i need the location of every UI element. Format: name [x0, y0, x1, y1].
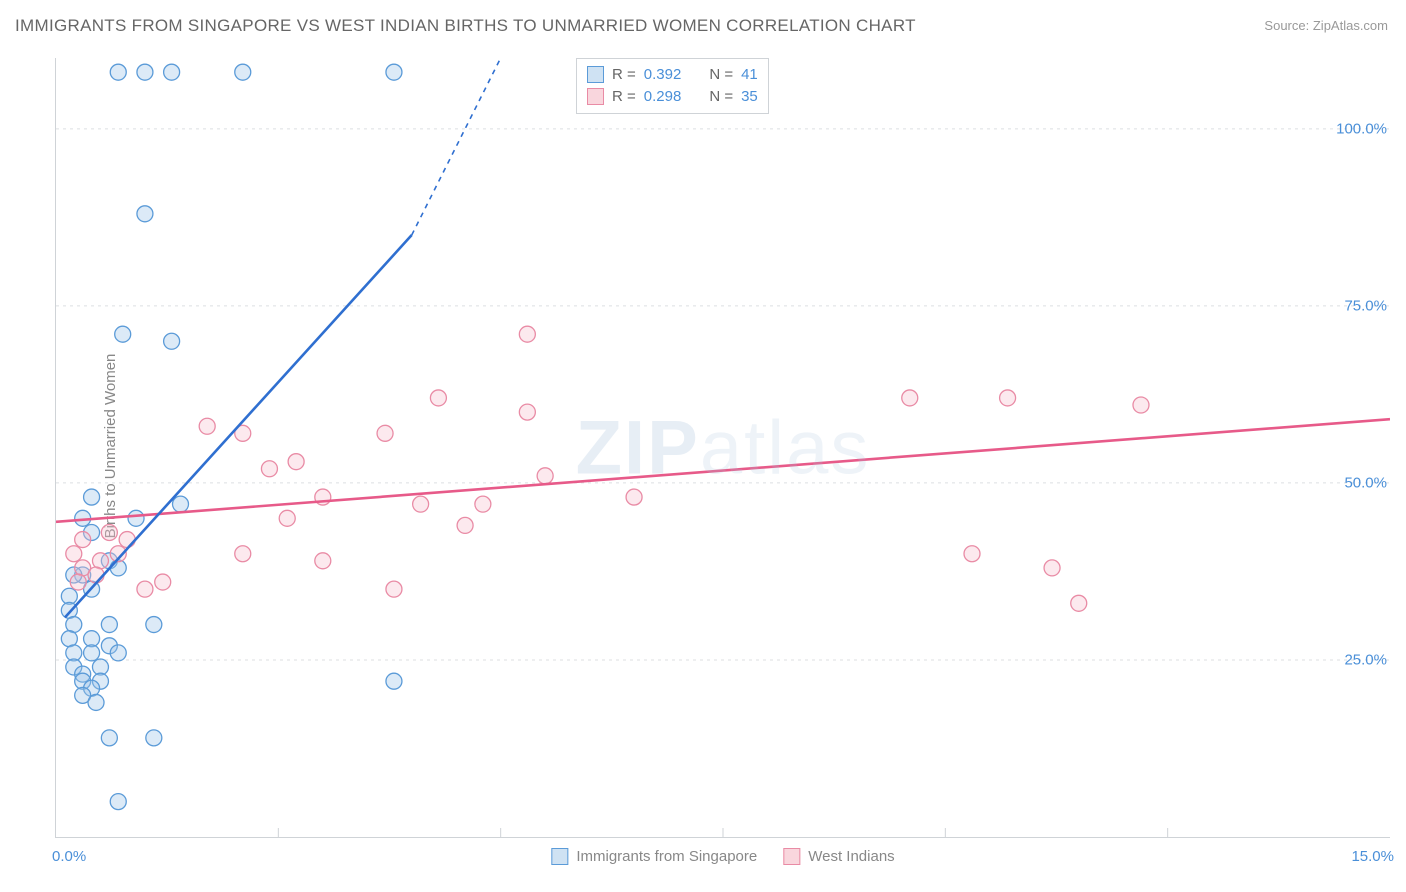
chart-svg — [56, 58, 1390, 837]
y-tick-label: 25.0% — [1344, 651, 1393, 668]
x-tick-label: 0.0% — [52, 848, 86, 865]
legend-item-2: West Indians — [783, 848, 894, 865]
stats-box: R = 0.392 N = 41 R = 0.298 N = 35 — [576, 58, 769, 114]
legend-swatch-icon — [587, 88, 604, 105]
legend-swatch-icon — [551, 848, 568, 865]
bottom-legend: Immigrants from Singapore West Indians — [551, 848, 894, 865]
legend-item-1: Immigrants from Singapore — [551, 848, 757, 865]
stats-row-2: R = 0.298 N = 35 — [587, 85, 758, 107]
chart-source: Source: ZipAtlas.com — [1264, 18, 1388, 33]
y-tick-label: 50.0% — [1344, 474, 1393, 491]
y-tick-label: 100.0% — [1336, 120, 1393, 137]
chart-title: IMMIGRANTS FROM SINGAPORE VS WEST INDIAN… — [15, 16, 916, 36]
plot-area: ZIPatlas R = 0.392 N = 41 R = 0.298 N = … — [55, 58, 1390, 838]
y-tick-label: 75.0% — [1344, 297, 1393, 314]
legend-swatch-icon — [783, 848, 800, 865]
stats-row-1: R = 0.392 N = 41 — [587, 63, 758, 85]
legend-swatch-icon — [587, 66, 604, 83]
chart-container: IMMIGRANTS FROM SINGAPORE VS WEST INDIAN… — [0, 0, 1406, 892]
x-tick-label: 15.0% — [1351, 848, 1394, 865]
